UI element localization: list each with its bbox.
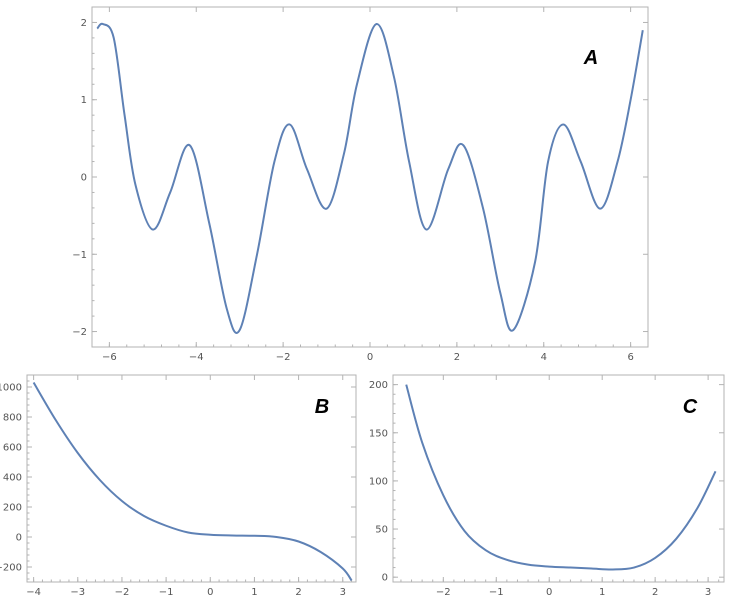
panel-a-x-tick-label: 4: [541, 352, 547, 363]
panel-b-y-tick-label: 200: [3, 503, 22, 514]
panel-a-x-tick-label: −4: [189, 352, 204, 363]
panel-b-y-tick-label: 400: [3, 473, 22, 484]
panel-a-x-tick-label: 6: [627, 352, 633, 363]
panel-c-y-tick-label: 100: [369, 476, 388, 487]
panel-a-y-tick-label: −2: [72, 327, 87, 338]
panel-a-y-tick-label: 1: [81, 95, 87, 106]
panel-b-label: B: [315, 396, 329, 418]
panel-c-x-tick-label: 0: [546, 587, 552, 598]
panel-a-x-tick-label: −6: [102, 352, 117, 363]
panel-b-x-tick-label: 1: [251, 587, 257, 598]
panel-b-x-tick-label: −4: [26, 587, 41, 598]
panel-b-y-tick-label: 1000: [0, 383, 22, 394]
panel-c-x-tick-label: 3: [705, 587, 711, 598]
panel-b-x-tick-label: −3: [70, 587, 85, 598]
panel-b-y-tick-label: 800: [3, 413, 22, 424]
panel-a-x-tick-label: 2: [454, 352, 460, 363]
panel-b-frame: [26, 374, 357, 583]
panel-b-plot: −4 −3 −2 −1 0 1 2 3 −200 0 200 400 600 800 1000 B: [0, 374, 357, 598]
panel-b-series-line: [32, 381, 353, 582]
panel-c-plot: −2 −1 0 1 2 3 0 50 100 150 200 C: [369, 374, 725, 598]
panel-a-y-tick-label: 2: [81, 18, 87, 29]
panel-b-x-tick-label: −1: [159, 587, 174, 598]
panel-c-y-tick-label: 150: [369, 428, 388, 439]
panel-b-x-tick-label: −2: [115, 587, 130, 598]
panel-c-y-tick-label: 50: [375, 525, 388, 536]
panel-a-x-tick-label: 0: [367, 352, 373, 363]
panel-c-frame: [392, 374, 725, 583]
panel-a-y-tick-label: −1: [72, 250, 87, 261]
panel-b-x-tick-label: 2: [295, 587, 301, 598]
panel-b-y-tick-label: 600: [3, 443, 22, 454]
panel-a-plot: −6 −4 −2 0 2 4 6 −2 −1 0 1 2 A: [72, 6, 649, 363]
panel-a-label: A: [583, 47, 598, 69]
panel-c-y-tick-label: 0: [382, 573, 388, 584]
panel-c-series-line: [405, 384, 717, 571]
panel-b-x-tick-label: 3: [340, 587, 346, 598]
panel-c-y-tick-label: 200: [369, 380, 388, 391]
panel-c-x-tick-label: −1: [489, 587, 504, 598]
panel-b-y-tick-label: −200: [0, 563, 22, 574]
panel-b-y-tick-label: 0: [16, 533, 22, 544]
panel-a-y-tick-label: 0: [81, 173, 87, 184]
panel-b-x-tick-label: 0: [207, 587, 213, 598]
panel-a-x-tick-label: −2: [276, 352, 291, 363]
panel-c-x-tick-label: 2: [652, 587, 658, 598]
panel-a-series-line: [96, 22, 644, 334]
panel-c-label: C: [683, 396, 698, 418]
panel-c-x-tick-label: −2: [436, 587, 451, 598]
panel-c-x-tick-label: 1: [599, 587, 605, 598]
